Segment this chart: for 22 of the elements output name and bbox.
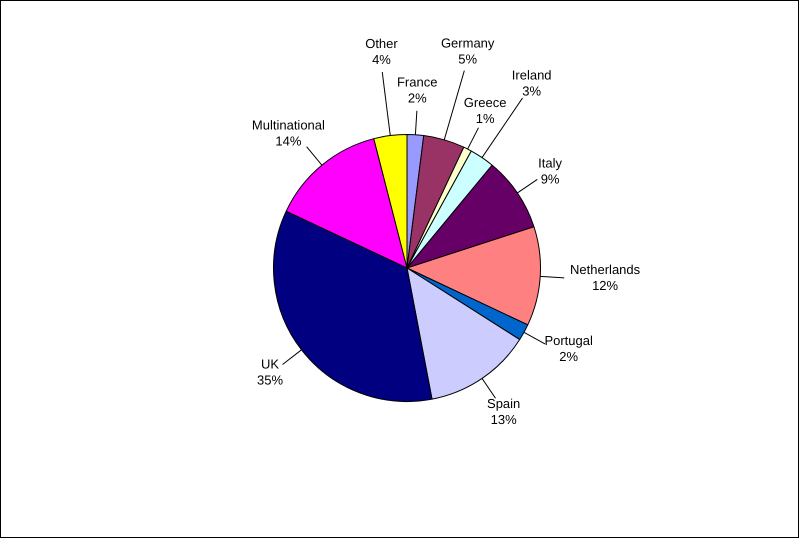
data-label: 9% xyxy=(540,172,560,187)
slice-label: Portugal xyxy=(544,333,593,348)
slice-label: Spain xyxy=(487,396,520,412)
slice-label: France xyxy=(396,74,438,90)
data-label: 2% xyxy=(559,349,578,364)
data-label: 13% xyxy=(490,412,518,428)
data-label: 4% xyxy=(372,52,392,67)
data-label: 2% xyxy=(408,90,428,106)
slice-label: Italy xyxy=(538,156,563,171)
data-label: 12% xyxy=(592,278,619,293)
slice-label: Greece xyxy=(464,94,506,110)
slice-label: Other xyxy=(365,36,398,51)
slice-label: Multinational xyxy=(252,118,326,133)
data-label: 35% xyxy=(257,372,284,388)
slice-label: Netherlands xyxy=(570,262,641,277)
data-label: 1% xyxy=(476,110,495,126)
slice-label: Ireland xyxy=(512,67,552,82)
data-label: 14% xyxy=(275,134,302,149)
slice-label: UK xyxy=(260,356,280,372)
data-label: 3% xyxy=(522,83,542,98)
slice-label: Germany xyxy=(440,36,495,51)
data-label: 5% xyxy=(458,52,478,67)
